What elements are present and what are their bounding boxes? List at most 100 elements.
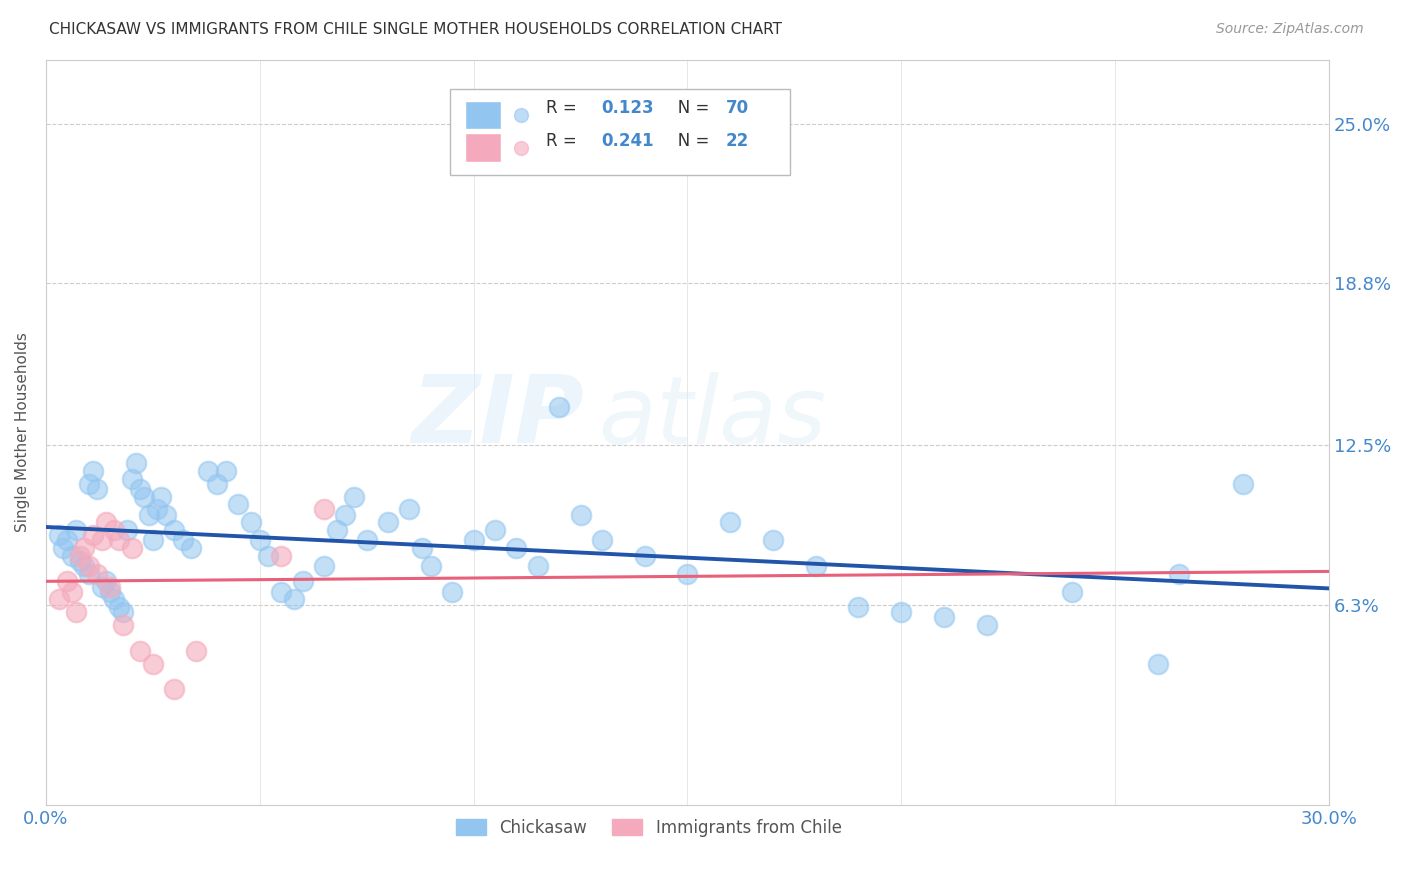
FancyBboxPatch shape <box>450 89 790 175</box>
Point <box>569 508 592 522</box>
Point <box>56 533 79 548</box>
Point <box>1146 657 1168 671</box>
Point <box>249 533 271 548</box>
Point <box>890 605 912 619</box>
Point <box>138 508 160 522</box>
Point <box>312 558 335 573</box>
Point <box>197 464 219 478</box>
Text: 0.123: 0.123 <box>602 99 654 117</box>
Point <box>932 610 955 624</box>
Point <box>103 592 125 607</box>
Point <box>60 584 83 599</box>
Point <box>283 592 305 607</box>
Point <box>129 482 152 496</box>
Point <box>103 523 125 537</box>
Point <box>94 574 117 589</box>
Point <box>90 533 112 548</box>
FancyBboxPatch shape <box>465 101 502 129</box>
Point <box>73 558 96 573</box>
Point <box>82 528 104 542</box>
Point <box>125 456 148 470</box>
Point <box>172 533 194 548</box>
Point <box>48 592 70 607</box>
Point <box>77 566 100 581</box>
Point <box>548 400 571 414</box>
Point <box>121 541 143 555</box>
Point <box>98 584 121 599</box>
Y-axis label: Single Mother Households: Single Mother Households <box>15 333 30 533</box>
Point <box>90 580 112 594</box>
Point <box>356 533 378 548</box>
Point <box>111 618 134 632</box>
Point <box>115 523 138 537</box>
Point <box>270 584 292 599</box>
Point <box>343 490 366 504</box>
Point <box>441 584 464 599</box>
Point <box>155 508 177 522</box>
Point <box>257 549 280 563</box>
Point <box>676 566 699 581</box>
Point <box>184 644 207 658</box>
Point <box>107 600 129 615</box>
Point <box>240 516 263 530</box>
Point <box>121 472 143 486</box>
Point <box>505 541 527 555</box>
Point <box>73 541 96 555</box>
Text: atlas: atlas <box>598 372 825 463</box>
Text: R =: R = <box>547 132 582 150</box>
Point <box>335 508 357 522</box>
Point <box>1168 566 1191 581</box>
Point <box>77 558 100 573</box>
Point <box>163 682 186 697</box>
Point <box>270 549 292 563</box>
Point <box>56 574 79 589</box>
Point <box>976 618 998 632</box>
Point <box>1232 476 1254 491</box>
Point <box>111 605 134 619</box>
Point <box>134 490 156 504</box>
Text: R =: R = <box>547 99 582 117</box>
Point <box>312 502 335 516</box>
FancyBboxPatch shape <box>465 134 502 161</box>
Point <box>228 497 250 511</box>
Point <box>484 523 506 537</box>
Point <box>591 533 613 548</box>
Point <box>129 644 152 658</box>
Point <box>526 558 548 573</box>
Text: CHICKASAW VS IMMIGRANTS FROM CHILE SINGLE MOTHER HOUSEHOLDS CORRELATION CHART: CHICKASAW VS IMMIGRANTS FROM CHILE SINGL… <box>49 22 782 37</box>
Point <box>848 600 870 615</box>
Text: N =: N = <box>662 132 714 150</box>
Point <box>463 533 485 548</box>
Point <box>86 482 108 496</box>
Point <box>82 464 104 478</box>
Point <box>65 605 87 619</box>
Point <box>1062 584 1084 599</box>
Point <box>146 502 169 516</box>
Point <box>86 566 108 581</box>
Point <box>718 516 741 530</box>
Point <box>634 549 657 563</box>
Point <box>205 476 228 491</box>
Point <box>291 574 314 589</box>
Point <box>398 502 420 516</box>
Point <box>142 533 165 548</box>
Point <box>163 523 186 537</box>
Text: 0.241: 0.241 <box>602 132 654 150</box>
Point <box>69 549 91 563</box>
Point <box>48 528 70 542</box>
Point <box>60 549 83 563</box>
Point <box>142 657 165 671</box>
Point <box>150 490 173 504</box>
Point <box>214 464 236 478</box>
Point <box>326 523 349 537</box>
Point <box>419 558 441 573</box>
Legend: Chickasaw, Immigrants from Chile: Chickasaw, Immigrants from Chile <box>449 811 851 845</box>
Point <box>804 558 827 573</box>
Text: 22: 22 <box>725 132 749 150</box>
Point <box>107 533 129 548</box>
Point <box>69 554 91 568</box>
Text: N =: N = <box>662 99 714 117</box>
Point <box>98 580 121 594</box>
Point <box>94 516 117 530</box>
Point <box>77 476 100 491</box>
